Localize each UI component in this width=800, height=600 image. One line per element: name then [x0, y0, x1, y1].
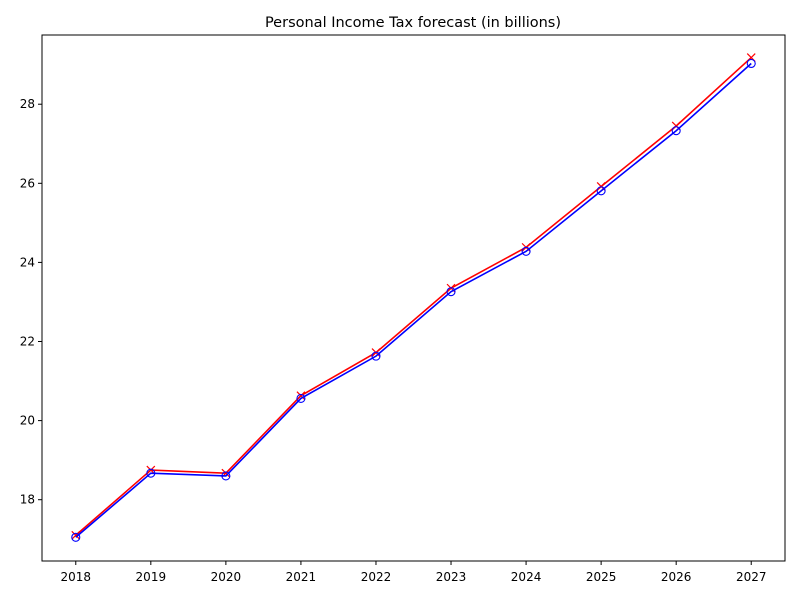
axes-frame: [41, 34, 786, 562]
x-tick-label: 2019: [136, 570, 167, 584]
y-tick-label: 24: [20, 255, 35, 269]
y-tick-label: 18: [20, 493, 35, 507]
y-tick-label: 28: [20, 97, 35, 111]
x-tick-label: 2026: [661, 570, 692, 584]
data-point: [521, 246, 531, 256]
x-tick-label: 2023: [436, 570, 467, 584]
y-tick-label: 26: [20, 176, 35, 190]
data-point: [671, 126, 681, 136]
x-tick-label: 2027: [736, 570, 767, 584]
data-point: [446, 287, 456, 297]
x-tick-label: 2020: [211, 570, 242, 584]
data-point: [746, 58, 756, 69]
x-tick-label: 2022: [361, 570, 392, 584]
x-tick-label: 2025: [586, 570, 617, 584]
x-tick-label: 2021: [286, 570, 317, 584]
series-line-0: [75, 56, 752, 536]
data-point: [71, 532, 81, 542]
series-line-1: [75, 62, 752, 538]
data-point: [596, 186, 606, 196]
x-tick-label: 2018: [60, 570, 91, 584]
y-tick-label: 22: [20, 335, 35, 349]
chart-title: Personal Income Tax forecast (in billion…: [265, 15, 561, 31]
data-point: [296, 393, 306, 404]
data-point: [71, 530, 81, 540]
data-point: [146, 468, 156, 478]
data-point: [221, 471, 231, 481]
data-point: [371, 351, 381, 361]
y-tick-label: 20: [20, 414, 35, 428]
x-tick-label: 2024: [511, 570, 542, 584]
data-point: [296, 391, 306, 401]
